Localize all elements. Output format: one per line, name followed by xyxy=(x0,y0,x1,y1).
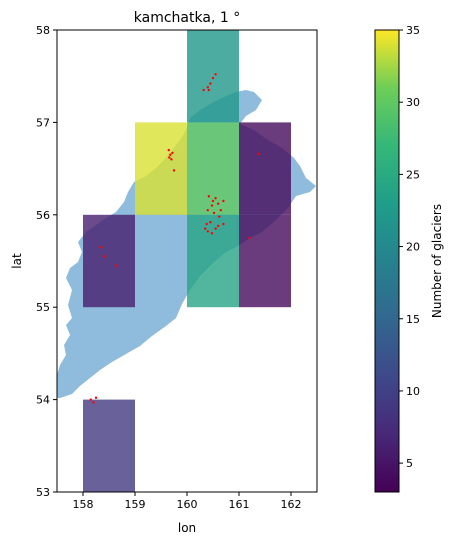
glacier-point xyxy=(206,208,209,212)
x-tick-label: 162 xyxy=(281,498,302,511)
glacier-point xyxy=(214,196,217,200)
heatmap-cell xyxy=(135,122,187,215)
y-tick-label: 58 xyxy=(36,24,50,37)
glacier-point xyxy=(204,227,207,230)
glacier-point xyxy=(209,82,212,85)
x-axis-label: lon xyxy=(178,521,196,535)
glacier-point xyxy=(219,208,222,212)
y-axis-label: lat xyxy=(10,253,24,269)
colorbar-tick-label: 20 xyxy=(406,241,420,254)
glacier-point xyxy=(100,245,103,249)
colorbar-ticks: 5 10 15 20 25 30 35 xyxy=(399,24,420,470)
y-tick-label: 55 xyxy=(36,301,50,314)
glacier-point xyxy=(211,76,215,80)
glacier-point xyxy=(202,88,205,92)
glacier-point xyxy=(209,220,212,224)
y-tick-label: 53 xyxy=(36,486,50,499)
colorbar xyxy=(374,29,400,493)
glacier-point xyxy=(207,195,211,198)
glacier-point xyxy=(103,255,107,258)
glacier-point xyxy=(257,152,260,156)
colorbar-tick-label: 35 xyxy=(406,24,420,37)
heatmap-cell xyxy=(239,122,291,215)
y-axis-ticks: 53 54 55 56 57 58 xyxy=(36,24,57,499)
heatmap-cell xyxy=(83,399,135,492)
glacier-point xyxy=(206,230,209,233)
colorbar-label: Number of glaciers xyxy=(430,204,444,318)
colorbar-tick-label: 30 xyxy=(406,96,420,109)
x-tick-label: 161 xyxy=(229,498,250,511)
x-tick-label: 160 xyxy=(177,498,198,511)
y-tick-label: 56 xyxy=(36,209,50,222)
colorbar-tick-label: 5 xyxy=(406,457,413,470)
glacier-point xyxy=(168,156,171,159)
glacier-point xyxy=(115,264,119,267)
heatmap-cell xyxy=(187,214,239,308)
glacier-point xyxy=(210,204,214,207)
heatmap-cell xyxy=(83,214,135,308)
glacier-point xyxy=(171,151,174,155)
glacier-point xyxy=(217,202,220,205)
glacier-point xyxy=(205,222,208,226)
glacier-point xyxy=(167,148,170,152)
x-tick-label: 159 xyxy=(125,498,146,511)
glacier-point xyxy=(211,199,215,203)
glacier-point xyxy=(217,224,220,228)
glacier-point xyxy=(89,398,93,401)
colorbar-tick-label: 25 xyxy=(406,168,420,181)
y-tick-label: 57 xyxy=(36,116,50,129)
glacier-point xyxy=(206,86,209,89)
colorbar-tick-label: 15 xyxy=(406,313,420,326)
glacier-point xyxy=(210,232,214,235)
glacier-point xyxy=(218,215,221,218)
glacier-point xyxy=(222,222,225,226)
x-tick-label: 158 xyxy=(73,498,94,511)
glacier-point xyxy=(92,401,95,404)
glacier-point xyxy=(214,73,217,76)
glacier-point xyxy=(169,153,172,156)
heatmap-cells xyxy=(83,30,291,492)
colorbar-tick-label: 10 xyxy=(406,385,420,398)
heatmap-cell xyxy=(187,30,239,123)
glacier-point xyxy=(222,199,225,203)
glacier-point xyxy=(207,88,211,92)
heatmap-cell xyxy=(239,214,291,308)
heatmap-cell xyxy=(187,122,239,215)
y-tick-label: 54 xyxy=(36,394,50,407)
glacier-point xyxy=(214,227,217,230)
x-axis-ticks: 158 159 160 161 162 xyxy=(73,492,302,511)
glacier-point xyxy=(248,236,251,240)
glacier-point xyxy=(170,158,173,161)
glacier-point xyxy=(212,211,216,215)
glacier-point xyxy=(94,396,98,399)
glacier-points xyxy=(89,73,260,404)
glacier-point xyxy=(172,169,176,172)
chart-title: kamchatka, 1 ° xyxy=(134,10,240,26)
